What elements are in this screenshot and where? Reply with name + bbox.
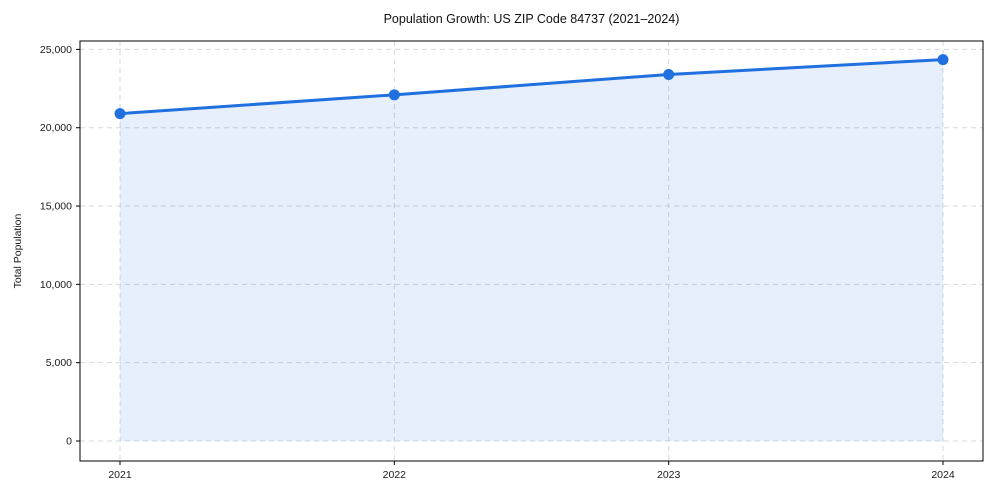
chart-title: Population Growth: US ZIP Code 84737 (20…: [383, 12, 680, 26]
y-tick-label: 15,000: [40, 201, 72, 213]
x-tick-label: 2021: [108, 469, 132, 481]
y-tick-label: 20,000: [40, 122, 72, 134]
y-tick-label: 10,000: [40, 279, 72, 291]
data-point-markers: [114, 54, 949, 120]
plot-box: [79, 40, 984, 462]
y-tick-labels: 0 5,000 10,000 15,000 20,000 25,000: [40, 44, 72, 448]
x-tick-labels: 2021 2022 2023 2024: [108, 469, 955, 481]
trend-line: [118, 58, 945, 116]
x-tick-label: 2023: [657, 469, 681, 481]
data-point-2023: [663, 68, 675, 80]
data-point-2024: [937, 54, 949, 66]
data-point-2021: [114, 108, 126, 120]
y-axis-label: Total Population: [12, 213, 24, 289]
data-point-2022: [388, 89, 400, 101]
tick-marks: [76, 48, 944, 465]
y-tick-label: 5,000: [46, 357, 72, 369]
area-fill: [120, 59, 943, 441]
x-tick-label: 2024: [931, 469, 955, 481]
gridlines: [80, 41, 983, 461]
y-tick-label: 0: [66, 436, 72, 448]
y-tick-label: 25,000: [40, 44, 72, 56]
x-tick-label: 2022: [383, 469, 407, 481]
